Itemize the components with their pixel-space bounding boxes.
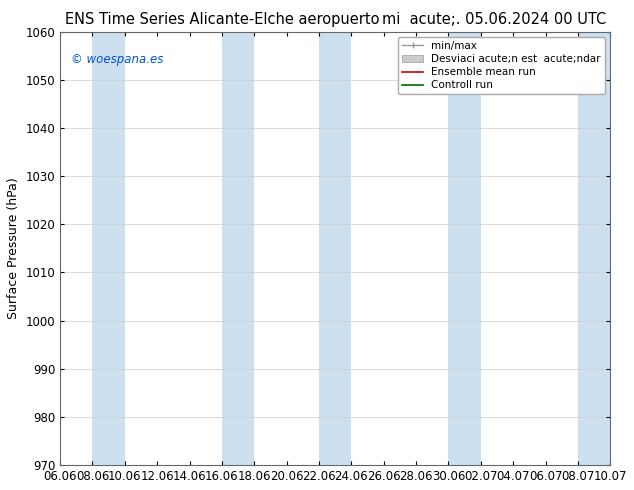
Y-axis label: Surface Pressure (hPa): Surface Pressure (hPa) xyxy=(7,177,20,319)
Text: ENS Time Series Alicante-Elche aeropuerto: ENS Time Series Alicante-Elche aeropuert… xyxy=(65,12,379,27)
Bar xyxy=(578,31,611,465)
Legend: min/max, Desviaci acute;n est  acute;ndar, Ensemble mean run, Controll run: min/max, Desviaci acute;n est acute;ndar… xyxy=(398,37,605,95)
Bar xyxy=(222,31,254,465)
Bar xyxy=(319,31,351,465)
Bar xyxy=(93,31,125,465)
Text: mi  acute;. 05.06.2024 00 UTC: mi acute;. 05.06.2024 00 UTC xyxy=(382,12,607,27)
Text: © woespana.es: © woespana.es xyxy=(71,53,164,66)
Bar xyxy=(448,31,481,465)
